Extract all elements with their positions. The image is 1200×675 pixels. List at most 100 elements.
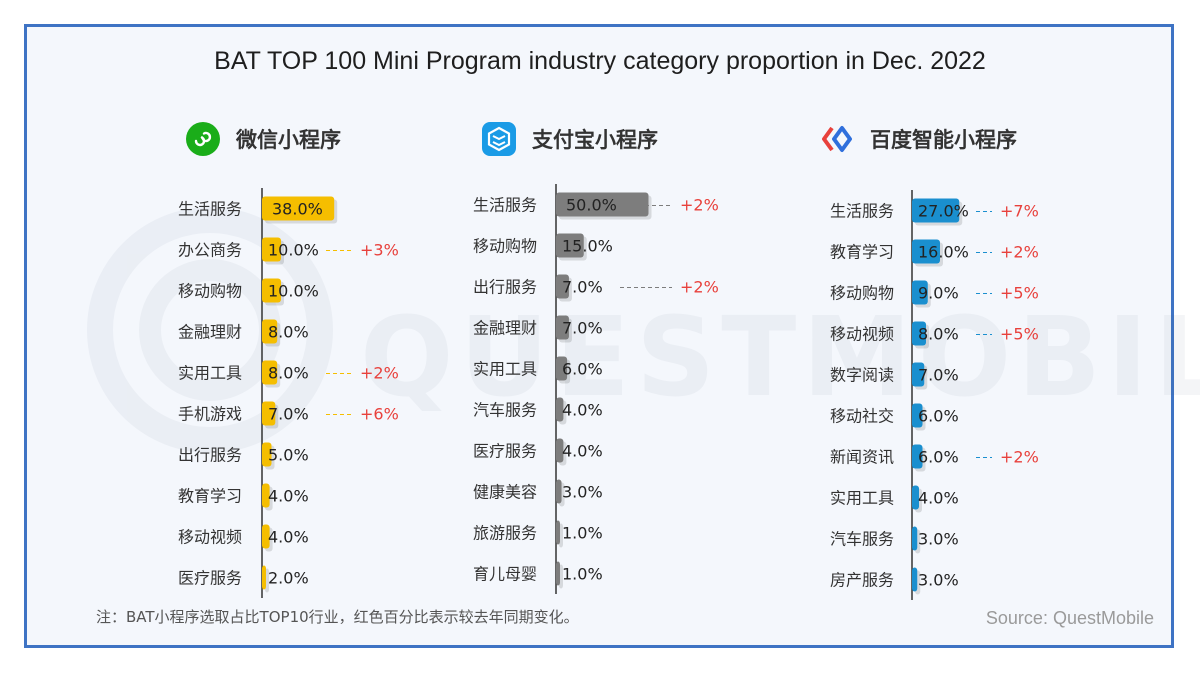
bar <box>912 280 928 305</box>
bar <box>912 485 919 510</box>
data-label: 3.0% <box>562 483 603 502</box>
data-label: 4.0% <box>268 528 309 547</box>
bar <box>556 356 568 381</box>
bar <box>912 362 925 387</box>
data-label: 10.0% <box>268 241 319 260</box>
category-label: 办公商务 <box>178 241 242 260</box>
data-label: 4.0% <box>562 442 603 461</box>
category-label: 实用工具 <box>473 360 537 379</box>
panel-title: 支付宝小程序 <box>532 128 658 152</box>
bar <box>262 565 266 590</box>
change-label: +6% <box>360 405 399 424</box>
data-label: 6.0% <box>918 448 959 467</box>
change-label: +2% <box>1000 448 1039 467</box>
change-label: +2% <box>360 364 399 383</box>
data-label: 8.0% <box>268 364 309 383</box>
category-label: 出行服务 <box>473 278 537 297</box>
bar <box>262 360 278 385</box>
footnote: 注：BAT小程序选取占比TOP10行业，红色百分比表示较去年同期变化。 <box>96 608 579 626</box>
bar <box>262 278 281 303</box>
category-label: 健康美容 <box>473 483 537 502</box>
data-label: 5.0% <box>268 446 309 465</box>
data-label: 10.0% <box>268 282 319 301</box>
data-label: 15.0% <box>562 237 613 256</box>
category-label: 实用工具 <box>178 364 242 383</box>
data-label: 9.0% <box>918 284 959 303</box>
category-label: 教育学习 <box>830 243 894 262</box>
data-label: 7.0% <box>268 405 309 424</box>
data-label: 2.0% <box>268 569 309 588</box>
category-label: 医疗服务 <box>473 442 537 461</box>
bar <box>556 520 560 545</box>
data-label: 27.0% <box>918 202 969 221</box>
data-label: 8.0% <box>918 325 959 344</box>
data-label: 7.0% <box>562 319 603 338</box>
data-label: 8.0% <box>268 323 309 342</box>
category-label: 出行服务 <box>178 446 242 465</box>
change-label: +2% <box>680 278 719 297</box>
data-label: 7.0% <box>918 366 959 385</box>
chart-title: BAT TOP 100 Mini Program industry catego… <box>214 47 986 75</box>
category-label: 生活服务 <box>178 200 242 219</box>
bar <box>912 526 918 551</box>
data-label: 38.0% <box>272 200 323 219</box>
change-label: +2% <box>1000 243 1039 262</box>
bar <box>912 321 926 346</box>
data-label: 1.0% <box>562 524 603 543</box>
data-label: 6.0% <box>918 407 959 426</box>
data-label: 1.0% <box>562 565 603 584</box>
source-label: Source: QuestMobile <box>985 608 1154 628</box>
bar <box>556 274 569 299</box>
panel-title: 百度智能小程序 <box>870 128 1017 152</box>
data-label: 4.0% <box>562 401 603 420</box>
category-label: 金融理财 <box>178 323 242 342</box>
change-label: +3% <box>360 241 399 260</box>
category-label: 医疗服务 <box>178 569 242 588</box>
category-label: 移动视频 <box>830 325 894 344</box>
bar <box>262 524 270 549</box>
bar <box>556 397 564 422</box>
category-label: 实用工具 <box>830 489 894 508</box>
category-label: 移动购物 <box>830 284 894 303</box>
bar <box>556 438 564 463</box>
bar <box>262 237 281 262</box>
category-label: 生活服务 <box>830 202 894 221</box>
category-label: 汽车服务 <box>473 401 537 420</box>
category-label: 生活服务 <box>473 196 537 215</box>
panel-header-alipay: 支付宝小程序 <box>482 119 658 159</box>
change-label: +2% <box>680 196 719 215</box>
change-label: +5% <box>1000 325 1039 344</box>
baidu-mini-program-icon <box>822 126 852 152</box>
wechat-mini-program-icon <box>186 122 220 156</box>
bar <box>912 198 960 223</box>
data-label: 4.0% <box>918 489 959 508</box>
bar <box>912 444 923 469</box>
category-label: 汽车服务 <box>830 530 894 549</box>
category-label: 移动购物 <box>473 237 537 256</box>
data-label: 3.0% <box>918 571 959 590</box>
bar <box>556 479 562 504</box>
data-label: 50.0% <box>566 196 617 215</box>
alipay-mini-program-icon <box>482 122 516 156</box>
bar <box>262 401 276 426</box>
bar <box>556 315 569 340</box>
bar <box>262 442 272 467</box>
bar <box>262 483 270 508</box>
category-label: 移动社交 <box>830 407 894 426</box>
data-label: 3.0% <box>918 530 959 549</box>
change-label: +5% <box>1000 284 1039 303</box>
category-label: 手机游戏 <box>178 405 242 424</box>
data-label: 7.0% <box>562 278 603 297</box>
bar <box>912 239 940 264</box>
category-label: 教育学习 <box>178 487 242 506</box>
bar <box>556 192 649 217</box>
panel-header-baidu: 百度智能小程序 <box>820 119 1017 159</box>
bar <box>262 196 335 221</box>
bar <box>912 567 918 592</box>
category-label: 金融理财 <box>473 319 537 338</box>
change-label: +7% <box>1000 202 1039 221</box>
data-label: 4.0% <box>268 487 309 506</box>
bar <box>556 561 560 586</box>
category-label: 育儿母婴 <box>473 565 537 584</box>
